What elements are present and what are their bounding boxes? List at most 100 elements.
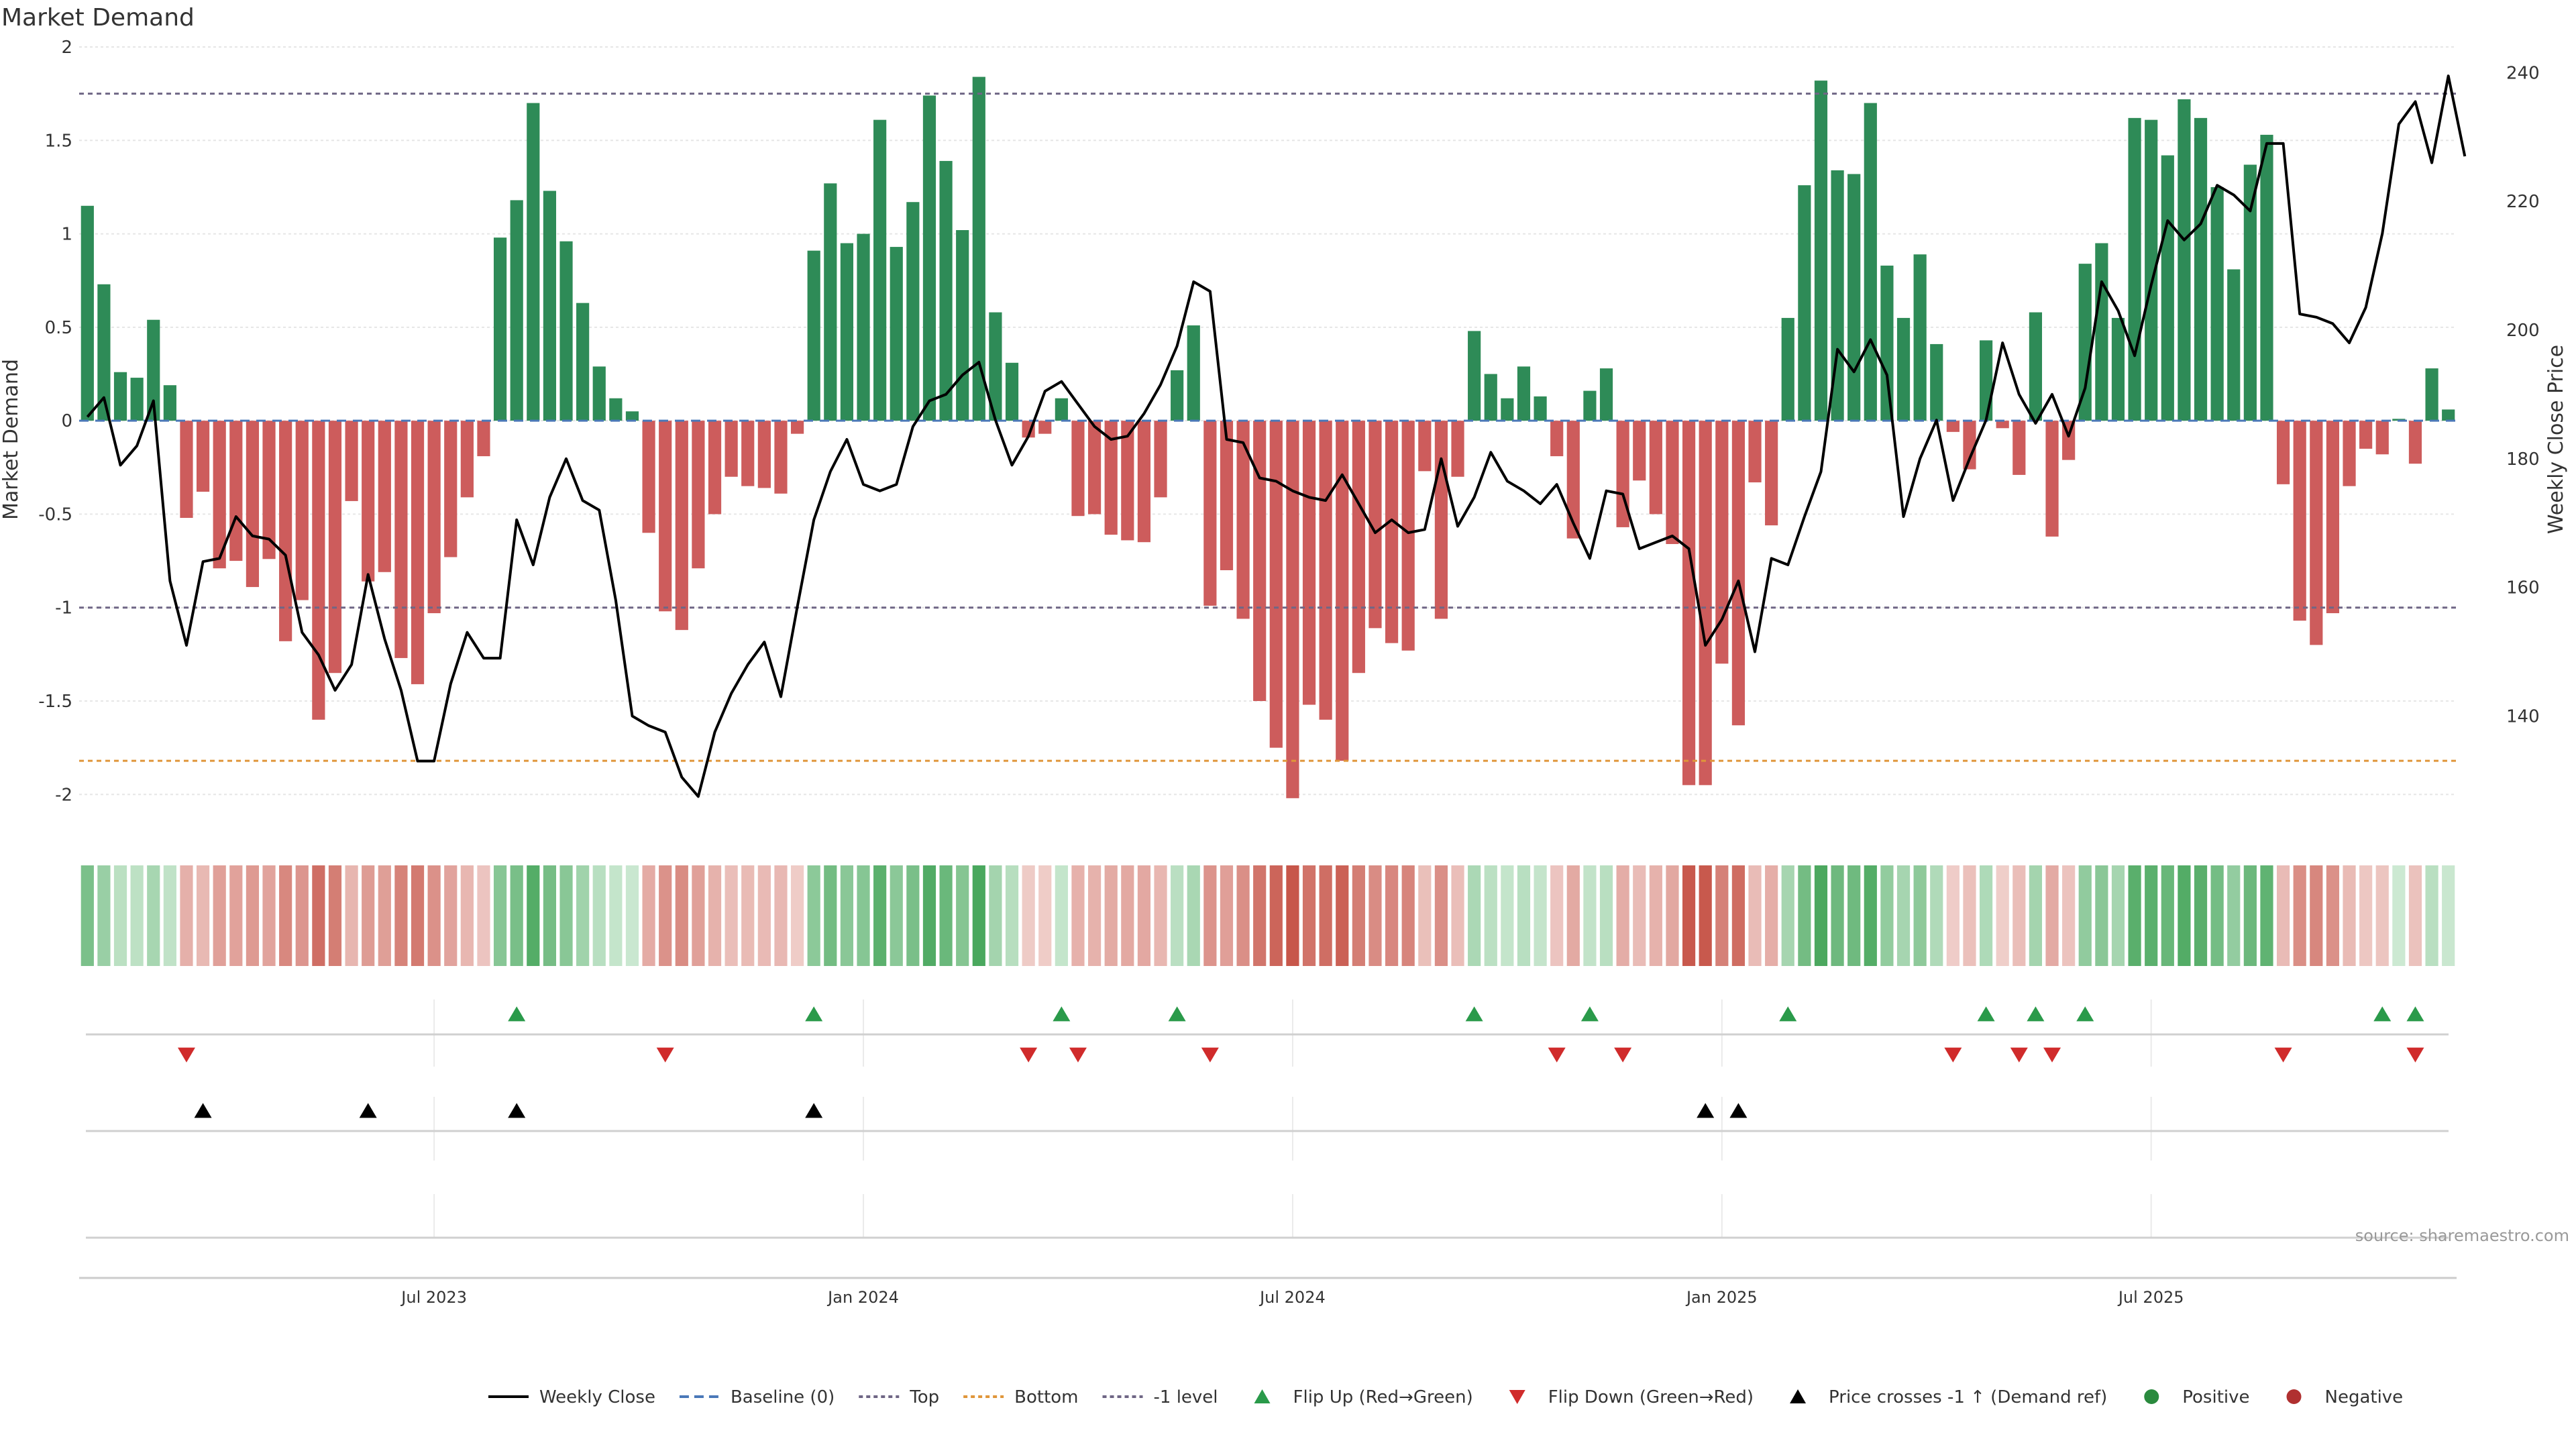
flip-up-marker — [2027, 1006, 2045, 1022]
demand-bar — [873, 119, 887, 421]
legend[interactable]: Weekly Close Baseline (0) Top Bottom -1 leve… — [488, 1387, 2403, 1407]
heat-strip-cell — [741, 865, 755, 966]
legend-item[interactable]: Bottom — [963, 1387, 1079, 1407]
right-axis-title: Weekly Close Price — [2544, 345, 2568, 534]
heat-strip-cell — [790, 865, 804, 966]
legend-item[interactable]: Baseline (0) — [679, 1387, 835, 1407]
heat-strip-cell — [1996, 865, 2009, 966]
heat-strip-cell — [2310, 865, 2323, 966]
heat-strip-cell — [1005, 865, 1019, 966]
demand-bar — [1517, 366, 1531, 421]
demand-bar — [1236, 421, 1250, 619]
legend-item[interactable]: Positive — [2144, 1387, 2250, 1407]
demand-bar — [2128, 117, 2141, 421]
demand-bar — [1055, 398, 1068, 421]
heat-strip-cell — [956, 865, 969, 966]
heat-strip — [80, 865, 2455, 966]
right-tick-label: 180 — [2506, 449, 2540, 470]
demand-bar — [790, 421, 804, 434]
heat-strip-cell — [543, 865, 557, 966]
demand-bar — [2442, 409, 2455, 421]
demand-bar — [1418, 421, 1432, 472]
demand-bar — [1385, 421, 1399, 643]
heat-strip-cell — [2343, 865, 2356, 966]
heat-strip-cell — [1203, 865, 1217, 966]
demand-bar — [1979, 340, 1993, 421]
demand-bar — [2145, 119, 2158, 421]
flip-down-marker — [656, 1047, 674, 1063]
demand-bar — [1930, 343, 1943, 421]
heat-strip-cell — [1566, 865, 1580, 966]
demand-bar — [2343, 421, 2356, 486]
demand-bar — [1319, 421, 1332, 720]
demand-bar — [1253, 421, 1267, 701]
legend-item[interactable]: Flip Up (Red→Green) — [1254, 1387, 1473, 1407]
heat-strip-cell — [1896, 865, 1911, 966]
flip-down-marker — [2406, 1047, 2424, 1063]
flip-down-marker — [1614, 1047, 1632, 1063]
legend-item[interactable]: Flip Down (Green→Red) — [1509, 1387, 1754, 1407]
demand-bar — [972, 76, 985, 421]
heat-strip-cell — [1368, 865, 1382, 966]
price-cross-marker — [805, 1103, 823, 1118]
demand-bar — [2210, 186, 2224, 421]
heat-strip-cell — [196, 865, 210, 966]
demand-bar — [939, 160, 953, 421]
heat-strip-cell — [1946, 865, 1960, 966]
legend-item[interactable]: Negative — [2286, 1387, 2404, 1407]
demand-bar — [1649, 421, 1662, 515]
legend-item[interactable]: Top — [859, 1387, 939, 1407]
heat-strip-cell — [1137, 865, 1151, 966]
demand-bar — [708, 421, 722, 515]
heat-strip-cell — [625, 865, 639, 966]
heat-strip-cell — [2045, 865, 2059, 966]
left-tick-label: 1 — [61, 225, 72, 245]
legend-item[interactable]: -1 level — [1102, 1387, 1218, 1407]
left-tick-label: 0 — [61, 411, 72, 431]
demand-bar — [1765, 421, 1778, 526]
demand-bar — [1896, 317, 1911, 421]
heat-strip-cell — [493, 865, 507, 966]
demand-bar — [2178, 99, 2191, 421]
demand-bar — [262, 421, 276, 559]
demand-bar — [97, 284, 111, 421]
demand-bar — [840, 243, 854, 421]
legend-swatch-circle — [2286, 1389, 2302, 1404]
legend-item[interactable]: Weekly Close — [488, 1387, 655, 1407]
left-tick-label: -1 — [55, 598, 72, 619]
demand-bar — [427, 421, 441, 614]
legend-item[interactable]: Price crosses -1 ↑ (Demand ref) — [1790, 1387, 2107, 1407]
x-tick-label: Jul 2023 — [400, 1288, 467, 1307]
weekly-close-polyline — [86, 74, 2467, 798]
demand-bar — [80, 205, 94, 421]
demand-bar — [246, 421, 260, 588]
demand-bar — [477, 421, 490, 457]
heat-strip-cell — [362, 865, 375, 966]
heat-strip-cell — [592, 865, 606, 966]
demand-bar — [1501, 398, 1514, 421]
heat-strip-cell — [229, 865, 243, 966]
heat-strip-cell — [1154, 865, 1167, 966]
heat-strip-cell — [2326, 865, 2340, 966]
demand-bar — [2408, 421, 2422, 464]
right-tick-label: 200 — [2506, 321, 2540, 341]
heat-strip-cell — [2408, 865, 2422, 966]
heat-strip-cell — [857, 865, 870, 966]
demand-bar — [1087, 421, 1102, 515]
heat-strip-cell — [262, 865, 276, 966]
demand-bar — [1831, 170, 1844, 421]
x-tick-label: Jan 2024 — [826, 1288, 899, 1307]
demand-bar — [1814, 80, 1828, 421]
demand-bar — [1996, 421, 2009, 429]
demand-bar — [2326, 421, 2340, 614]
heat-strip-cell — [1550, 865, 1564, 966]
x-tick-label: Jul 2025 — [2117, 1288, 2184, 1307]
heat-strip-cell — [1501, 865, 1514, 966]
demand-bar — [2260, 134, 2273, 421]
heat-strip-cell — [1814, 865, 1828, 966]
heat-strip-cell — [807, 865, 820, 966]
demand-bar — [890, 247, 903, 421]
flip-up-marker — [1779, 1006, 1797, 1022]
price-cross-marker — [1729, 1103, 1748, 1118]
demand-bar — [196, 421, 210, 492]
